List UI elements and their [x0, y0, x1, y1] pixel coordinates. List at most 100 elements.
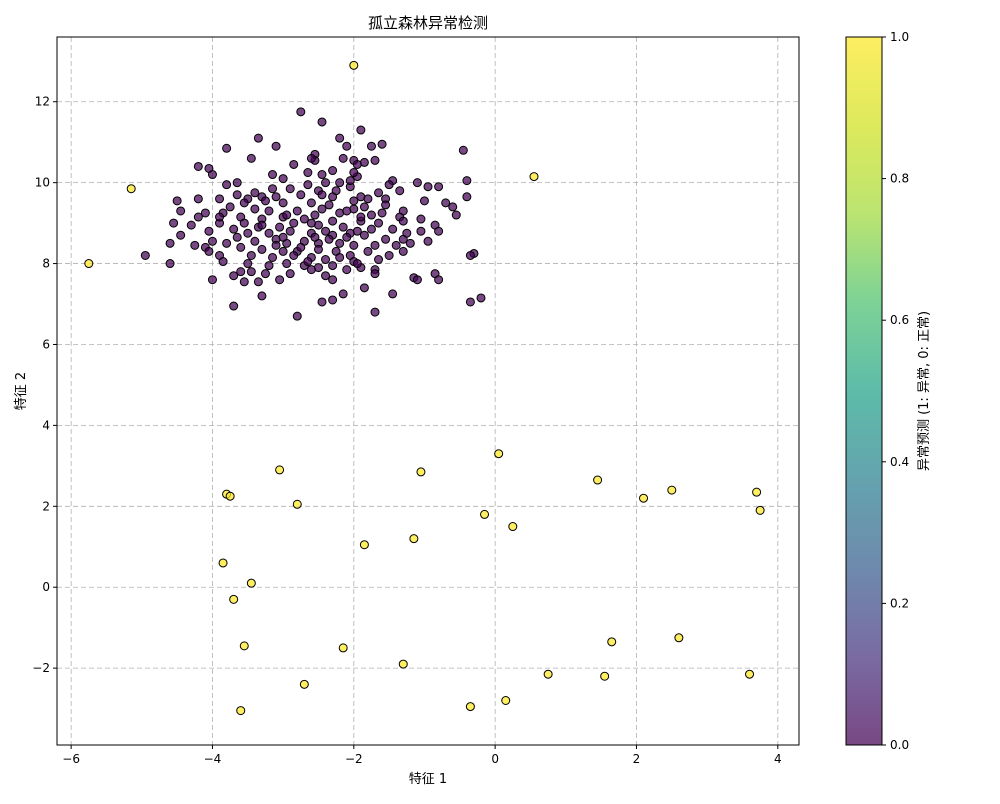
normal-point	[310, 232, 320, 242]
normal-point	[317, 297, 327, 307]
y-tick-label: 10	[35, 176, 50, 190]
colorbar-gradient	[846, 37, 882, 745]
anomaly-point	[607, 637, 617, 647]
normal-point	[292, 311, 302, 321]
normal-point	[243, 259, 253, 269]
normal-point	[338, 222, 348, 232]
normal-point	[278, 174, 288, 184]
y-tick-label: −2	[32, 661, 50, 675]
normal-point	[218, 257, 228, 267]
anomaly-point	[275, 465, 285, 475]
normal-point	[250, 204, 260, 214]
x-tick-label: 0	[491, 752, 499, 766]
normal-point	[321, 178, 331, 188]
colorbar-tick-label: 0.0	[890, 738, 909, 752]
normal-point	[366, 141, 376, 151]
normal-point	[306, 265, 316, 275]
anomaly-point	[338, 643, 348, 653]
normal-point	[476, 293, 486, 303]
normal-point	[352, 259, 362, 269]
normal-point	[338, 289, 348, 299]
normal-point	[388, 289, 398, 299]
y-tick-label: 8	[42, 257, 50, 271]
normal-point	[289, 159, 299, 169]
y-tick-label: 12	[35, 95, 50, 109]
normal-point	[229, 271, 239, 281]
normal-point	[282, 259, 292, 269]
normal-point	[416, 214, 426, 224]
normal-point	[236, 242, 246, 252]
normal-point	[374, 255, 384, 265]
normal-point	[328, 295, 338, 305]
normal-point	[239, 277, 249, 287]
normal-point	[229, 301, 239, 311]
colorbar-ticks: 0.0 0.2 0.4 0.6 0.8 1.0	[882, 30, 909, 752]
normal-point	[232, 232, 242, 242]
normal-point	[324, 200, 334, 210]
normal-point	[458, 145, 468, 155]
normal-point	[289, 218, 299, 228]
normal-point	[250, 188, 260, 198]
normal-point	[324, 234, 334, 244]
normal-point	[264, 261, 274, 271]
anomaly-point	[755, 505, 765, 515]
anomaly-point	[416, 467, 426, 477]
normal-point	[165, 238, 175, 248]
normal-point	[370, 240, 380, 250]
normal-point	[342, 206, 352, 216]
anomaly-point	[752, 487, 762, 497]
anomaly-point	[639, 493, 649, 503]
anomaly-point	[465, 702, 475, 712]
normal-point	[335, 178, 345, 188]
normal-point	[462, 192, 472, 202]
normal-point	[278, 198, 288, 208]
normal-point	[296, 107, 306, 117]
normal-point	[384, 250, 394, 260]
normal-point	[335, 238, 345, 248]
normal-point	[200, 208, 210, 218]
normal-point	[140, 250, 150, 260]
x-tick-label: 4	[774, 752, 782, 766]
normal-point	[239, 218, 249, 228]
normal-point	[257, 244, 267, 254]
normal-point	[215, 212, 225, 222]
normal-point	[257, 291, 267, 301]
normal-point	[186, 220, 196, 230]
normal-point	[278, 232, 288, 242]
normal-point	[321, 271, 331, 281]
normal-point	[352, 226, 362, 236]
normal-point	[377, 208, 387, 218]
x-tick-label: −6	[62, 752, 80, 766]
anomaly-point	[359, 540, 369, 550]
normal-point	[338, 153, 348, 163]
normal-point	[352, 159, 362, 169]
normal-point	[388, 224, 398, 234]
normal-point	[292, 206, 302, 216]
normal-point	[232, 178, 242, 188]
anomaly-point	[501, 695, 511, 705]
normal-point	[328, 192, 338, 202]
normal-point	[412, 275, 422, 285]
normal-point	[172, 196, 182, 206]
anomaly-point	[529, 172, 539, 182]
normal-point	[193, 212, 203, 222]
x-axis-label: 特征 1	[409, 772, 447, 787]
y-axis-label: 特征 2	[14, 372, 29, 410]
normal-point	[260, 196, 270, 206]
grid	[57, 37, 799, 745]
y-tick-label: 4	[42, 418, 50, 432]
normal-point	[405, 238, 415, 248]
normal-point	[204, 246, 214, 256]
x-tick-label: 2	[633, 752, 641, 766]
normal-point	[366, 210, 376, 220]
normal-point	[356, 125, 366, 135]
normal-point	[225, 202, 235, 212]
anomaly-point	[494, 449, 504, 459]
normal-point	[296, 190, 306, 200]
normal-point	[328, 216, 338, 226]
normal-point	[306, 218, 316, 228]
normal-point	[271, 240, 281, 250]
normal-point	[268, 252, 278, 262]
y-axis: −2 0 2 4 6 8 10 12	[32, 95, 57, 675]
normal-point	[349, 168, 359, 178]
